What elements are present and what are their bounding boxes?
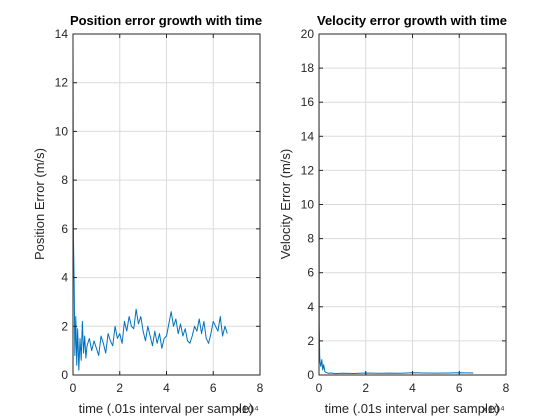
velocity-y-tick-label: 6 — [307, 266, 314, 280]
position-x-tick-label: 0 — [70, 381, 77, 395]
velocity-y-tick-label: 16 — [301, 95, 315, 109]
velocity-x-tick-label: 8 — [503, 381, 510, 395]
position-y-axis-label: Position Error (m/s) — [32, 148, 47, 260]
velocity-y-tick-label: 20 — [301, 27, 315, 41]
velocity-x-tick-label: 0 — [316, 381, 323, 395]
position-y-tick-label: 6 — [61, 222, 68, 236]
position-x-exponent-label: ×10⁴ — [235, 404, 259, 416]
velocity-y-tick-label: 14 — [301, 129, 315, 143]
position-y-tick-label: 4 — [61, 271, 68, 285]
velocity-x-tick-label: 6 — [456, 381, 463, 395]
velocity-chart-title: Velocity error growth with time — [317, 13, 507, 28]
velocity-y-tick-label: 4 — [307, 300, 314, 314]
velocity-x-axis-label: time (.01s interval per sample) — [325, 401, 500, 416]
position-x-tick-label: 8 — [257, 381, 264, 395]
velocity-y-tick-label: 18 — [301, 61, 315, 75]
position-y-tick-label: 2 — [61, 319, 68, 333]
position-y-tick-label: 0 — [61, 368, 68, 382]
position-x-tick-label: 2 — [116, 381, 123, 395]
velocity-y-tick-label: 2 — [307, 334, 314, 348]
position-y-tick-label: 12 — [55, 76, 69, 90]
position-x-tick-label: 4 — [163, 381, 170, 395]
position-y-tick-label: 14 — [55, 27, 69, 41]
position-x-tick-label: 6 — [210, 381, 217, 395]
position-chart-title: Position error growth with time — [70, 13, 262, 28]
velocity-y-tick-label: 12 — [301, 163, 315, 177]
position-y-tick-label: 10 — [55, 124, 69, 138]
velocity-x-tick-label: 4 — [409, 381, 416, 395]
velocity-x-tick-label: 2 — [362, 381, 369, 395]
position-y-tick-label: 8 — [61, 173, 68, 187]
velocity-y-tick-label: 8 — [307, 232, 314, 246]
position-x-axis-label: time (.01s interval per sample) — [79, 401, 254, 416]
velocity-y-tick-label: 0 — [307, 368, 314, 382]
velocity-y-tick-label: 10 — [301, 198, 315, 212]
velocity-x-exponent-label: ×10⁴ — [481, 404, 505, 416]
velocity-y-axis-label: Velocity Error (m/s) — [278, 149, 293, 260]
